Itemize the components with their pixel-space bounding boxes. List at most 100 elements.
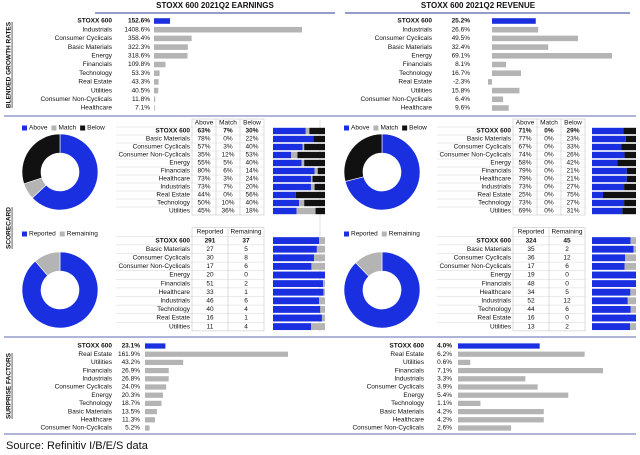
cell-value: 6	[244, 263, 248, 270]
category-label: Consumer Non-Cyclicals	[118, 152, 190, 159]
category-label: Consumer Cyclicals	[367, 384, 425, 391]
cell-value: 50%	[197, 200, 210, 207]
bar	[154, 96, 156, 103]
bar	[458, 417, 544, 423]
category-label: Basic Materials	[146, 136, 191, 143]
donut-slice	[355, 251, 383, 277]
category-label: Financials	[161, 168, 191, 175]
stacked-segment	[311, 262, 325, 270]
cell-value: 0%	[544, 208, 554, 215]
category-label: Consumer Cyclicals	[454, 255, 512, 262]
cell-value: 0	[565, 272, 569, 279]
legend-swatch	[402, 125, 408, 131]
cell-value: 16	[527, 315, 535, 322]
cell-value: 36	[527, 255, 535, 262]
cell-value: 6%	[223, 168, 233, 175]
cell-value: 12	[563, 298, 571, 305]
section-label: SCORECARD	[6, 207, 13, 249]
cell-value: 0%	[223, 192, 233, 199]
stacked-segment	[592, 297, 628, 305]
stacked-segment	[304, 199, 325, 207]
stacked-segment	[624, 151, 636, 159]
donut-slice	[31, 133, 99, 211]
bar	[491, 87, 520, 94]
legend-label: Below	[87, 125, 105, 132]
value-label: 3.9%	[437, 384, 452, 391]
stacked-segment	[273, 183, 311, 191]
category-label: Technology	[157, 200, 191, 207]
cell-value: 21%	[566, 176, 579, 183]
bar	[491, 26, 539, 33]
bar	[145, 376, 169, 382]
column-header: Remaining	[230, 229, 261, 236]
stacked-segment	[273, 245, 317, 253]
bar	[458, 392, 569, 398]
stacked-segment	[319, 237, 325, 245]
cell-value: 73%	[518, 200, 531, 207]
category-label: Financials	[395, 367, 425, 374]
category-label: Technology	[399, 70, 433, 77]
category-label: Healthcare	[401, 105, 433, 112]
category-label: Utilities	[91, 87, 113, 94]
cell-value: 5	[565, 289, 569, 296]
category-label: Basic Materials	[380, 408, 425, 415]
category-label: Utilities	[411, 87, 433, 94]
value-label: 53.3%	[132, 70, 151, 77]
cell-value: 34	[527, 289, 535, 296]
stacked-segment	[273, 305, 321, 313]
bar	[491, 44, 549, 50]
value-label: 5.2%	[125, 425, 140, 432]
bar	[154, 87, 159, 94]
category-label: Consumer Non-Cyclicals	[439, 263, 511, 270]
category-label: STOXX 600	[155, 237, 190, 244]
category-label: STOXX 600	[77, 18, 112, 25]
value-label: 4.2%	[437, 417, 452, 424]
legend-label: Match	[58, 125, 76, 132]
cell-value: 10%	[221, 200, 234, 207]
cell-value: 6	[565, 263, 569, 270]
category-label: Energy	[490, 272, 511, 279]
value-label: 9.6%	[455, 105, 470, 112]
cell-value: 73%	[197, 176, 210, 183]
donut-slice	[21, 133, 61, 185]
legend-label: Above	[29, 125, 48, 132]
legend-swatch	[59, 231, 65, 237]
bar	[154, 26, 302, 33]
category-label: Utilities	[490, 208, 512, 215]
value-label: 25.2%	[452, 18, 471, 25]
legend-swatch	[381, 231, 387, 237]
stacked-segment	[624, 183, 636, 191]
value-label: 43.2%	[122, 359, 141, 366]
cell-value: 30%	[245, 128, 258, 135]
bar	[458, 343, 540, 349]
stacked-segment	[592, 199, 625, 207]
cell-value: 80%	[197, 168, 210, 175]
category-label: Financials	[482, 280, 512, 287]
bar	[491, 70, 521, 76]
stacked-segment	[321, 314, 325, 322]
cell-value: 79%	[518, 176, 531, 183]
cell-value: 0	[565, 315, 569, 322]
stacked-segment	[624, 262, 636, 270]
stacked-segment	[291, 151, 298, 159]
value-label: 0.6%	[437, 359, 452, 366]
column-header: Above	[195, 120, 214, 127]
value-label: 3.3%	[437, 376, 452, 383]
value-label: 24.0%	[122, 384, 141, 391]
value-label: 20.3%	[122, 392, 141, 399]
category-label: Basic Materials	[68, 44, 113, 51]
value-label: 8.1%	[455, 61, 470, 68]
stacked-segment	[310, 175, 313, 183]
cell-value: 40%	[245, 144, 258, 151]
value-label: 49.5%	[452, 35, 471, 42]
category-label: Financials	[83, 61, 113, 68]
cell-value: 4	[244, 323, 248, 330]
bar	[491, 61, 507, 68]
cell-value: 2	[565, 246, 569, 253]
category-label: Healthcare	[81, 105, 113, 112]
legend-swatch	[80, 125, 86, 131]
cell-value: 4	[244, 306, 248, 313]
category-label: Utilities	[169, 323, 191, 330]
category-label: Real Estate	[156, 192, 190, 199]
